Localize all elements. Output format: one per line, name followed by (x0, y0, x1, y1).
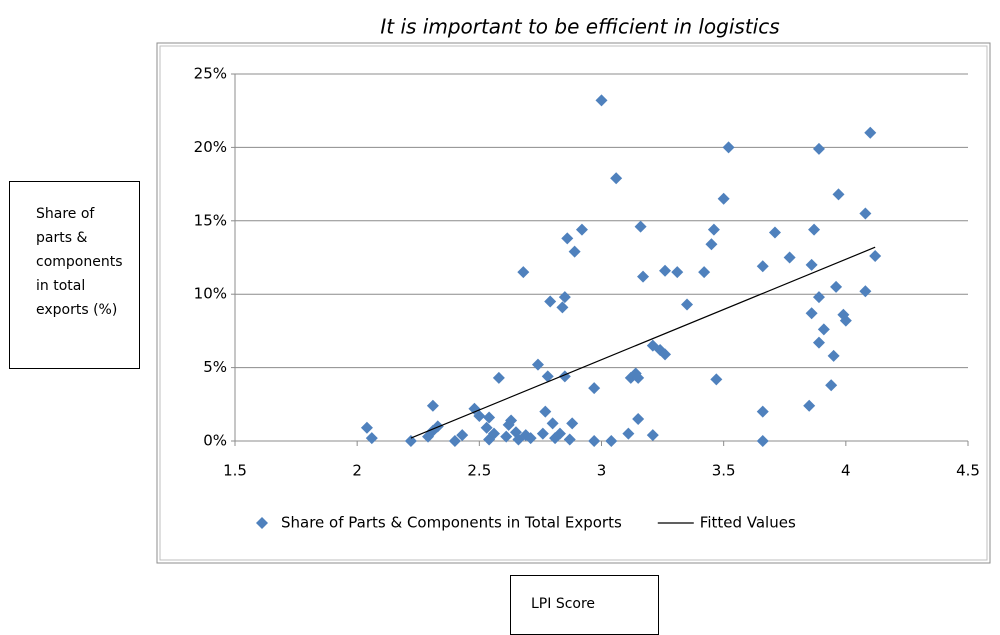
scatter-point (705, 238, 718, 251)
x-tick-label: 4 (841, 462, 851, 480)
scatter-point (483, 411, 496, 424)
scatter-point (812, 336, 825, 349)
chart-title: It is important to be efficient in logis… (380, 15, 779, 39)
scatter-point (839, 314, 852, 327)
scatter-point (546, 417, 559, 430)
scatter-point (622, 427, 635, 440)
scatter-point (456, 429, 469, 442)
scatter-point (698, 266, 711, 279)
scatter-point (805, 258, 818, 271)
scatter-point (404, 435, 417, 447)
scatter-point (536, 427, 549, 440)
scatter-point (710, 373, 723, 386)
scatter-point (707, 223, 720, 236)
legend-label: Fitted Values (700, 514, 796, 532)
scatter-point (566, 417, 579, 430)
scatter-point (722, 141, 735, 154)
scatter-point (805, 307, 818, 320)
y-tick-label: 0% (203, 432, 227, 450)
scatter-point (544, 295, 557, 308)
chart-frame-inner (159, 45, 988, 561)
scatter-point (681, 298, 694, 311)
scatter-point (448, 435, 461, 447)
scatter-point (825, 379, 838, 392)
scatter-point (561, 232, 574, 245)
scatter-point (360, 421, 373, 434)
scatter-point (803, 399, 816, 412)
scatter-point (830, 280, 843, 293)
x-axis-label: LPI Score (510, 575, 659, 635)
scatter-point (468, 402, 481, 415)
x-tick-label: 2 (352, 462, 362, 480)
scatter-point (610, 172, 623, 185)
scatter-point (588, 382, 601, 395)
scatter-point (827, 349, 840, 362)
y-tick-label: 15% (194, 211, 227, 229)
scatter-point (568, 245, 581, 258)
scatter-point (768, 226, 781, 239)
x-tick-label: 3 (597, 462, 607, 480)
scatter-point (859, 285, 872, 298)
scatter-point (605, 435, 618, 447)
scatter-point (817, 323, 830, 336)
scatter-point (832, 188, 845, 201)
scatter-point (480, 421, 493, 434)
scatter-point (365, 432, 378, 445)
y-tick-label: 20% (194, 138, 227, 156)
fitted-line (410, 246, 876, 439)
y-tick-label: 10% (194, 285, 227, 303)
scatter-point (553, 427, 566, 440)
scatter-point (717, 192, 730, 205)
x-tick-label: 2.5 (467, 462, 491, 480)
scatter-point (671, 266, 684, 279)
scatter-point (531, 358, 544, 371)
scatter-point (632, 412, 645, 425)
scatter-point (632, 371, 645, 384)
scatter-point (812, 142, 825, 155)
scatter-point (859, 207, 872, 220)
scatter-point (646, 429, 659, 442)
y-tick-label: 5% (203, 358, 227, 376)
scatter-point (756, 405, 769, 418)
legend-marker (256, 517, 268, 529)
scatter-point (500, 430, 513, 443)
scatter-point (808, 223, 821, 236)
x-tick-label: 4.5 (956, 462, 980, 480)
scatter-point (869, 250, 882, 263)
scatter-point (473, 410, 486, 423)
scatter-point (541, 370, 554, 383)
scatter-point (517, 266, 530, 279)
scatter-point (558, 291, 571, 304)
scatter-point (864, 126, 877, 139)
scatter-point (487, 427, 500, 440)
scatter-point (812, 291, 825, 304)
scatter-point (563, 433, 576, 446)
scatter-point (637, 270, 650, 283)
x-tick-label: 1.5 (223, 462, 247, 480)
scatter-point (431, 420, 444, 433)
scatter-point (575, 223, 588, 236)
scatter-point (783, 251, 796, 264)
scatter-point (756, 260, 769, 273)
scatter-point (524, 432, 537, 445)
chart-frame (156, 42, 991, 564)
scatter-point (634, 220, 647, 233)
scatter-point (588, 435, 601, 447)
scatter-point (505, 414, 518, 427)
y-axis-label: Share of parts & components in total exp… (9, 181, 140, 369)
scatter-point (426, 399, 439, 412)
scatter-point (539, 405, 552, 418)
scatter-point (659, 264, 672, 277)
y-tick-label: 25% (194, 65, 227, 83)
x-tick-label: 3.5 (712, 462, 736, 480)
legend-label: Share of Parts & Components in Total Exp… (281, 514, 622, 532)
scatter-point (659, 348, 672, 361)
scatter-point (595, 94, 608, 107)
scatter-point (492, 371, 505, 384)
scatter-point (756, 435, 769, 447)
scatter-point (556, 301, 569, 314)
